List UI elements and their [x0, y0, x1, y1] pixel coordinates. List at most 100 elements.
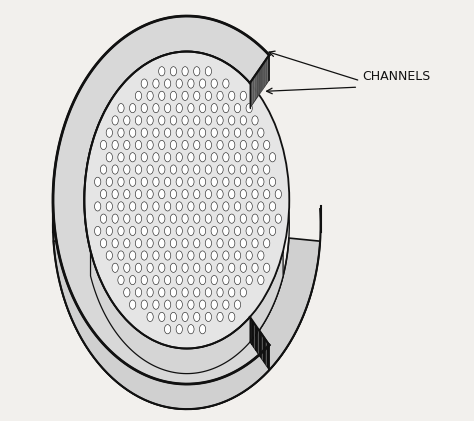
Ellipse shape: [129, 226, 136, 236]
Ellipse shape: [94, 202, 101, 211]
Ellipse shape: [264, 263, 270, 272]
Ellipse shape: [129, 128, 136, 137]
Polygon shape: [257, 71, 258, 97]
Ellipse shape: [228, 263, 235, 272]
Ellipse shape: [193, 116, 200, 125]
Ellipse shape: [135, 116, 142, 125]
Ellipse shape: [240, 165, 246, 174]
Ellipse shape: [193, 214, 200, 223]
Ellipse shape: [246, 177, 252, 187]
Ellipse shape: [124, 140, 130, 149]
Ellipse shape: [164, 251, 171, 260]
Ellipse shape: [240, 263, 246, 272]
Ellipse shape: [211, 177, 218, 187]
Ellipse shape: [252, 214, 258, 223]
Ellipse shape: [112, 189, 118, 199]
Ellipse shape: [205, 239, 211, 248]
Ellipse shape: [193, 239, 200, 248]
Ellipse shape: [176, 104, 182, 113]
Ellipse shape: [188, 251, 194, 260]
Ellipse shape: [124, 288, 130, 297]
Ellipse shape: [235, 251, 241, 260]
Ellipse shape: [182, 165, 188, 174]
Ellipse shape: [112, 263, 118, 272]
Ellipse shape: [217, 214, 223, 223]
Polygon shape: [256, 72, 257, 99]
Ellipse shape: [252, 239, 258, 248]
Ellipse shape: [246, 202, 252, 211]
Ellipse shape: [258, 226, 264, 236]
Ellipse shape: [182, 214, 188, 223]
Ellipse shape: [211, 104, 218, 113]
Ellipse shape: [153, 251, 159, 260]
Ellipse shape: [200, 275, 206, 285]
Ellipse shape: [228, 312, 235, 322]
Ellipse shape: [176, 300, 182, 309]
Ellipse shape: [182, 263, 188, 272]
Ellipse shape: [246, 128, 252, 137]
Ellipse shape: [205, 91, 211, 101]
Ellipse shape: [193, 288, 200, 297]
Ellipse shape: [200, 325, 206, 334]
Ellipse shape: [223, 128, 229, 137]
Ellipse shape: [217, 312, 223, 322]
Polygon shape: [265, 60, 266, 86]
Ellipse shape: [217, 189, 223, 199]
Ellipse shape: [153, 226, 159, 236]
Ellipse shape: [147, 165, 153, 174]
Ellipse shape: [135, 91, 142, 101]
Polygon shape: [91, 251, 283, 373]
Ellipse shape: [147, 312, 153, 322]
Ellipse shape: [188, 226, 194, 236]
Ellipse shape: [258, 128, 264, 137]
Ellipse shape: [124, 239, 130, 248]
Ellipse shape: [193, 263, 200, 272]
Ellipse shape: [228, 214, 235, 223]
Ellipse shape: [153, 202, 159, 211]
Ellipse shape: [176, 275, 182, 285]
Polygon shape: [264, 61, 265, 88]
Ellipse shape: [228, 165, 235, 174]
Ellipse shape: [147, 91, 153, 101]
Ellipse shape: [147, 214, 153, 223]
Ellipse shape: [223, 177, 229, 187]
Ellipse shape: [176, 226, 182, 236]
Ellipse shape: [200, 226, 206, 236]
Ellipse shape: [106, 177, 112, 187]
Ellipse shape: [235, 177, 241, 187]
Ellipse shape: [159, 263, 165, 272]
Ellipse shape: [94, 226, 101, 236]
Polygon shape: [266, 58, 267, 85]
Ellipse shape: [129, 153, 136, 162]
Ellipse shape: [176, 202, 182, 211]
Ellipse shape: [141, 153, 147, 162]
Ellipse shape: [228, 140, 235, 149]
Ellipse shape: [153, 104, 159, 113]
Ellipse shape: [170, 239, 177, 248]
Ellipse shape: [200, 300, 206, 309]
Ellipse shape: [159, 239, 165, 248]
Ellipse shape: [112, 214, 118, 223]
Ellipse shape: [118, 202, 124, 211]
Ellipse shape: [141, 226, 147, 236]
Ellipse shape: [141, 128, 147, 137]
Polygon shape: [263, 63, 264, 90]
Ellipse shape: [112, 116, 118, 125]
Ellipse shape: [141, 202, 147, 211]
Ellipse shape: [170, 67, 177, 76]
Ellipse shape: [153, 177, 159, 187]
Ellipse shape: [159, 67, 165, 76]
Ellipse shape: [200, 128, 206, 137]
Ellipse shape: [164, 226, 171, 236]
Polygon shape: [250, 82, 251, 108]
Ellipse shape: [112, 165, 118, 174]
Ellipse shape: [205, 165, 211, 174]
Polygon shape: [265, 339, 267, 368]
Ellipse shape: [188, 104, 194, 113]
Ellipse shape: [118, 128, 124, 137]
Ellipse shape: [118, 153, 124, 162]
Ellipse shape: [164, 325, 171, 334]
Ellipse shape: [159, 116, 165, 125]
Ellipse shape: [200, 177, 206, 187]
Ellipse shape: [118, 275, 124, 285]
